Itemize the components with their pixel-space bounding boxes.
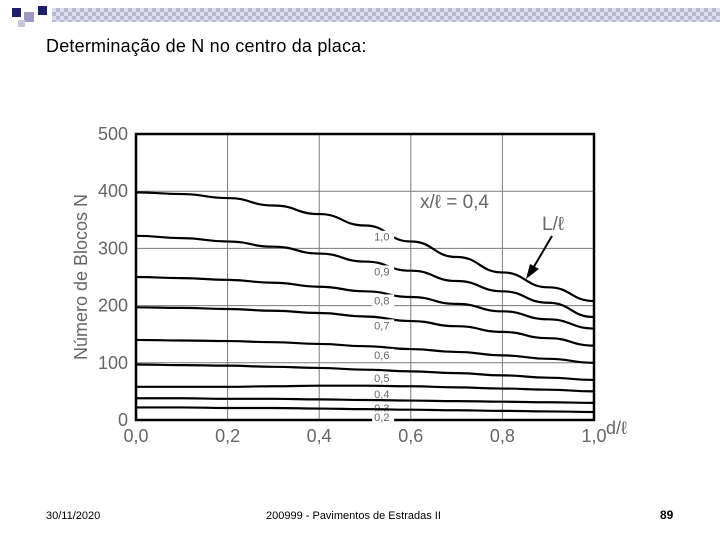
series-line [135, 363, 595, 382]
series-label-bg [372, 402, 395, 415]
series-label-bg [372, 348, 395, 361]
series-label-bg [372, 294, 395, 307]
series-line [135, 397, 595, 404]
series-line [135, 275, 595, 330]
annotation-arrow-head [526, 264, 539, 279]
y-tick-label: 100 [98, 353, 128, 373]
header-decoration [12, 6, 720, 27]
x-tick-label: 1,0 [581, 426, 606, 446]
page-number: 89 [660, 508, 674, 522]
series-label-bg [372, 387, 395, 400]
series-line [135, 306, 595, 347]
deco-square-mid [24, 12, 34, 22]
y-tick-label: 200 [98, 296, 128, 316]
x-tick-label: 0,0 [123, 426, 148, 446]
series-label: 0,2 [374, 412, 389, 424]
footer-course: 200999 - Pavimentos de Estradas II [266, 510, 441, 522]
deco-square-dark-2 [38, 6, 47, 15]
y-tick-label: 400 [98, 181, 128, 201]
x-tick-label: 0,4 [307, 426, 332, 446]
series-line [136, 406, 595, 414]
series-label: 0,5 [374, 373, 389, 385]
series-label-bg [372, 230, 395, 243]
series-line [135, 191, 595, 303]
x-tick-label: 0,6 [398, 426, 423, 446]
y-tick-label: 300 [98, 238, 128, 258]
series-label-bg [372, 319, 395, 332]
x-tick-label: 0,8 [490, 426, 515, 446]
footer-date: 30/11/2020 [46, 510, 101, 522]
x-axis-label: d/ℓ [606, 418, 627, 438]
series-line [135, 384, 595, 393]
slide-title: Determinação de N no centro da placa: [46, 36, 367, 56]
series-label: 0,7 [374, 320, 389, 332]
series-label: 0,9 [374, 266, 389, 278]
series-label: 0,8 [374, 295, 389, 307]
series-label-bg [372, 265, 395, 278]
n-blocks-chart: 0,0 0,2 0,4 0,6 0,8 1,0 0 100 200 300 400 500 Número… [71, 124, 627, 446]
series-label: 0,4 [374, 389, 389, 401]
series-line [135, 234, 595, 319]
series-label: 0,6 [374, 350, 389, 362]
y-axis-label: Número de Blocos N [71, 194, 91, 360]
annotation-arrow-shaft [531, 235, 553, 271]
deco-square-dark-1 [12, 8, 21, 17]
arrow-annotation-label: L/ℓ [542, 214, 564, 235]
x-tick-label: 0,2 [215, 426, 240, 446]
deco-bar-checker [52, 8, 720, 22]
y-tick-label: 500 [98, 124, 128, 144]
series-line [135, 338, 595, 364]
family-annotation: x/ℓ = 0,4 [420, 192, 489, 213]
deco-square-light [18, 20, 25, 27]
y-tick-label: 0 [118, 410, 128, 430]
series-label-bg [372, 372, 395, 385]
series-label: 1,0 [374, 232, 389, 244]
series-label-bg [372, 411, 395, 424]
